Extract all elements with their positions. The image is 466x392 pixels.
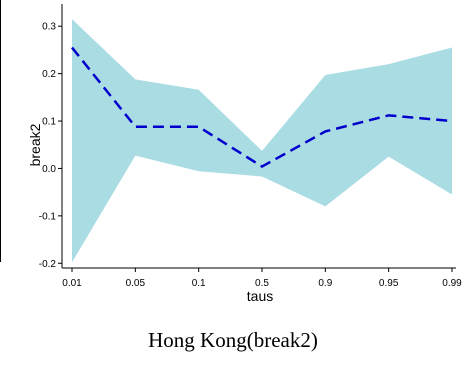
confidence-band-layer [72, 19, 452, 263]
confidence-band [72, 19, 452, 263]
y-axis-label: break2 [27, 123, 43, 166]
x-tick-label: 0.1 [192, 278, 206, 289]
y-ticks: -0.2 -0.1 0.0 0.1 0.2 0.3 [39, 22, 62, 270]
y-tick-label: 0.1 [42, 117, 56, 128]
y-tick-label: -0.2 [39, 259, 57, 270]
x-tick-label: 0.5 [255, 278, 269, 289]
chart-caption: Hong Kong(break2) [148, 328, 318, 352]
x-tick-label: 0.95 [379, 278, 399, 289]
y-tick-label: 0.3 [42, 22, 56, 33]
x-tick-label: 0.01 [62, 278, 82, 289]
y-tick-label: -0.1 [39, 211, 57, 222]
estimate-line-layer [71, 46, 453, 168]
x-tick-label: 0.9 [318, 278, 332, 289]
y-tick-label: 0.2 [42, 69, 56, 80]
x-ticks: 0.01 0.05 0.1 0.5 0.9 0.95 0.99 [62, 268, 462, 289]
x-tick-label: 0.05 [126, 278, 146, 289]
axes [0, 0, 456, 269]
x-tick-label: 0.99 [442, 278, 462, 289]
y-tick-label: 0.0 [42, 164, 56, 175]
x-axis-label: taus [247, 288, 273, 304]
chart: -0.2-0.10.00.10.20.3 0.01 0.05 0.1 0.5 0.9 0.… [0, 0, 462, 304]
